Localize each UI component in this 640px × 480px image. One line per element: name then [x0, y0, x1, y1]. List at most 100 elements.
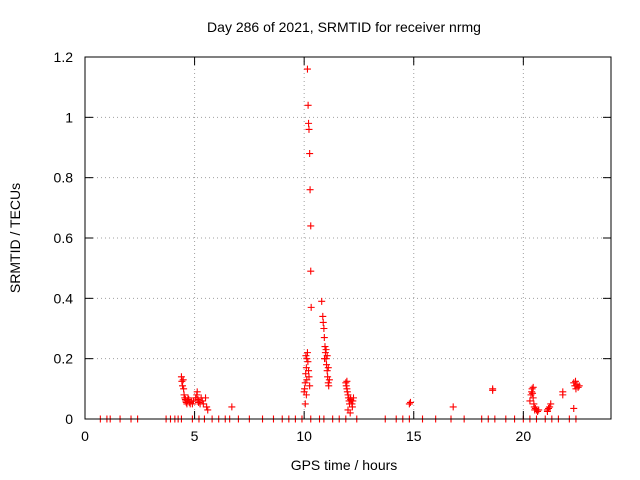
y-tick-label: 0	[65, 411, 73, 427]
data-point	[534, 407, 542, 415]
data-point	[305, 119, 313, 127]
data-point	[348, 403, 356, 411]
data-point	[198, 397, 206, 405]
data-point	[489, 386, 497, 394]
data-point	[303, 65, 311, 73]
data-point	[178, 377, 186, 385]
data-point	[306, 382, 314, 390]
y-tick-label: 0.4	[54, 290, 74, 306]
data-point	[302, 391, 310, 399]
data-point	[449, 403, 457, 411]
data-point	[307, 303, 315, 311]
data-point	[325, 376, 333, 384]
data-point	[204, 406, 212, 414]
y-axis-title: SRMTID / TECUs	[7, 183, 23, 293]
data-point	[301, 385, 309, 393]
y-tick-label: 1.2	[54, 49, 74, 65]
x-axis-title: GPS time / hours	[291, 457, 398, 473]
data-point	[307, 222, 315, 230]
data-point	[307, 267, 315, 275]
axis-ticks	[84, 56, 611, 420]
data-point	[303, 355, 311, 363]
data-point	[180, 385, 188, 393]
data-point	[324, 364, 332, 372]
x-tick-label: 15	[406, 428, 422, 444]
y-tick-label: 0.6	[54, 230, 74, 246]
data-point	[545, 404, 553, 412]
data-point	[342, 382, 350, 390]
data-point	[304, 358, 312, 366]
y-tick-label: 0.8	[54, 170, 74, 186]
data-point	[320, 334, 328, 342]
data-point	[304, 101, 312, 109]
data-point	[302, 352, 310, 360]
data-point	[529, 389, 537, 397]
data-point	[547, 400, 555, 408]
data-point	[202, 394, 210, 402]
data-point	[405, 400, 413, 408]
data-point	[571, 377, 579, 385]
data-point	[179, 382, 187, 390]
data-point	[346, 409, 354, 417]
data-point	[570, 404, 578, 412]
data-point	[321, 349, 329, 357]
data-point	[228, 403, 236, 411]
data-point	[349, 397, 357, 405]
data-point	[188, 400, 196, 408]
data-point	[303, 376, 311, 384]
data-point	[319, 318, 327, 326]
data-point	[574, 383, 582, 391]
data-point	[325, 382, 333, 390]
data-point	[406, 398, 414, 406]
data-point	[543, 407, 551, 415]
data-point	[323, 367, 331, 375]
data-point	[318, 297, 326, 305]
data-point	[529, 383, 537, 391]
data-point	[570, 379, 578, 387]
x-axis-tick-labels: 0 5 10 15 20	[81, 428, 531, 444]
y-tick-label: 1	[65, 109, 73, 125]
data-point	[322, 346, 330, 354]
data-point	[305, 125, 313, 133]
data-point	[546, 403, 554, 411]
data-point	[349, 394, 357, 402]
data-point	[180, 391, 188, 399]
data-point	[301, 400, 309, 408]
x-tick-label: 20	[516, 428, 532, 444]
grid-lines	[85, 57, 611, 419]
plot-frame	[84, 56, 612, 420]
data-point	[193, 388, 201, 396]
data-point	[320, 325, 328, 332]
data-point	[199, 400, 207, 408]
data-point	[575, 382, 583, 390]
data-point	[194, 395, 202, 403]
data-point	[343, 377, 351, 385]
data-point	[535, 406, 543, 414]
data-point	[305, 367, 313, 375]
data-point	[179, 376, 187, 384]
data-point	[306, 186, 314, 194]
data-point	[301, 379, 309, 387]
data-point	[184, 394, 192, 402]
chart-title: Day 286 of 2021, SRMTID for receiver nrm…	[207, 19, 481, 35]
data-point	[319, 312, 327, 320]
data-point	[203, 403, 211, 411]
data-point	[529, 394, 537, 402]
data-point	[559, 388, 567, 396]
x-tick-label: 5	[191, 428, 199, 444]
data-point	[343, 388, 351, 396]
data-point	[323, 361, 331, 369]
data-point	[303, 349, 311, 357]
data-point	[324, 373, 332, 381]
y-tick-label: 0.2	[54, 351, 74, 367]
y-axis-tick-labels: 0 0.2 0.4 0.6 0.8 1 1.2	[54, 49, 74, 427]
data-point	[526, 397, 534, 405]
x-tick-label: 10	[296, 428, 312, 444]
data-point	[321, 355, 329, 363]
x-tick-label: 0	[81, 428, 89, 444]
data-points	[96, 65, 583, 423]
data-point	[321, 343, 329, 351]
data-point	[306, 150, 314, 158]
